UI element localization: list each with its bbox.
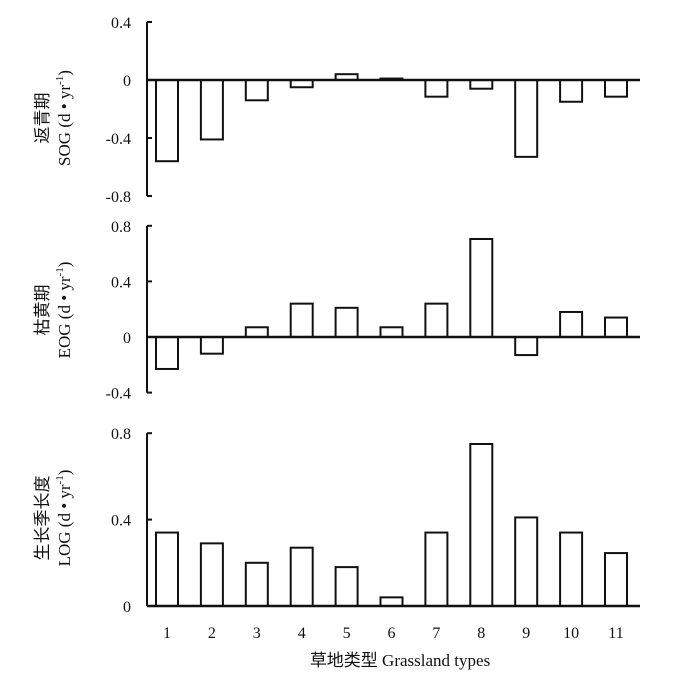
y-tick-label: -0.4: [106, 131, 131, 148]
x-tick-label: 7: [432, 625, 440, 642]
x-tick-label: 2: [208, 625, 216, 642]
bar-11: [604, 316, 628, 339]
y-axis-title-en: EOG (d • yr-1): [54, 262, 74, 359]
x-tick-label: 5: [343, 625, 351, 642]
y-axis-title-en: LOG (d • yr-1): [54, 470, 74, 567]
y-tick-label: 0: [123, 330, 131, 347]
y-tick-label: -0.8: [106, 189, 131, 206]
y-axis-title-unit: SOG (d • yr: [55, 85, 74, 166]
bar-3: [244, 561, 269, 607]
y-axis-title-unit: EOG (d • yr: [55, 276, 74, 358]
bar-9: [514, 79, 539, 158]
bar-7: [424, 531, 449, 607]
bar-2: [199, 542, 224, 607]
y-tick-label: 0.8: [111, 426, 131, 443]
y-axis-title-en: SOG (d • yr-1): [54, 70, 74, 166]
x-tick-label: 3: [253, 625, 261, 642]
y-axis-title-superscript: -1: [54, 76, 66, 85]
y-tick-label: 0.4: [111, 513, 131, 530]
bar-6: [379, 596, 404, 607]
x-axis-title: 草地类型 Grassland types: [310, 651, 490, 670]
bar-9: [514, 336, 539, 357]
bar-10: [559, 531, 584, 607]
bar-5: [334, 306, 359, 338]
bar-1: [155, 336, 179, 370]
bar-5: [334, 566, 359, 607]
bar-11: [604, 79, 628, 98]
y-axis-title-close: ): [55, 70, 74, 76]
bar-4: [289, 546, 314, 607]
x-tick-label: 9: [522, 625, 530, 642]
bar-8: [469, 238, 494, 339]
y-axis-title-close: ): [55, 262, 74, 268]
bar-1: [155, 79, 179, 163]
y-axis-title-superscript: -1: [54, 267, 66, 276]
bar-7: [424, 79, 449, 98]
y-tick-label: 0: [123, 73, 131, 90]
bar-10: [559, 79, 584, 103]
y-axis-title-cn: 枯黄期: [33, 285, 52, 336]
x-tick-label: 10: [563, 625, 579, 642]
bar-8: [469, 79, 494, 90]
y-tick-label: 0.4: [111, 274, 131, 291]
x-tick-label: 8: [477, 625, 485, 642]
bar-2: [199, 79, 224, 141]
bar-11: [604, 552, 628, 608]
x-tick-label: 4: [298, 625, 306, 642]
bar-4: [289, 302, 314, 339]
bar-10: [559, 310, 584, 339]
bar-2: [199, 336, 224, 355]
bar-7: [424, 302, 449, 339]
y-axis-title-unit: LOG (d • yr: [55, 484, 74, 566]
x-tick-label: 1: [163, 625, 171, 642]
y-tick-label: 0.8: [111, 219, 131, 236]
y-tick-label: 0.4: [111, 15, 131, 32]
bar-8: [469, 443, 494, 607]
y-axis-title-close: ): [55, 470, 74, 476]
bar-9: [514, 516, 539, 607]
bar-3: [244, 79, 269, 102]
y-axis-title-cn: 返青期: [33, 93, 52, 144]
y-axis-title-superscript: -1: [54, 475, 66, 484]
y-tick-label: -0.4: [106, 386, 131, 403]
bar-1: [155, 531, 179, 607]
bar-6: [379, 326, 404, 338]
x-tick-label: 6: [388, 625, 396, 642]
y-axis-title-cn: 生长季长度: [33, 476, 52, 561]
bar-3: [244, 326, 269, 338]
y-tick-label: 0: [123, 599, 131, 616]
x-tick-label: 11: [608, 625, 623, 642]
